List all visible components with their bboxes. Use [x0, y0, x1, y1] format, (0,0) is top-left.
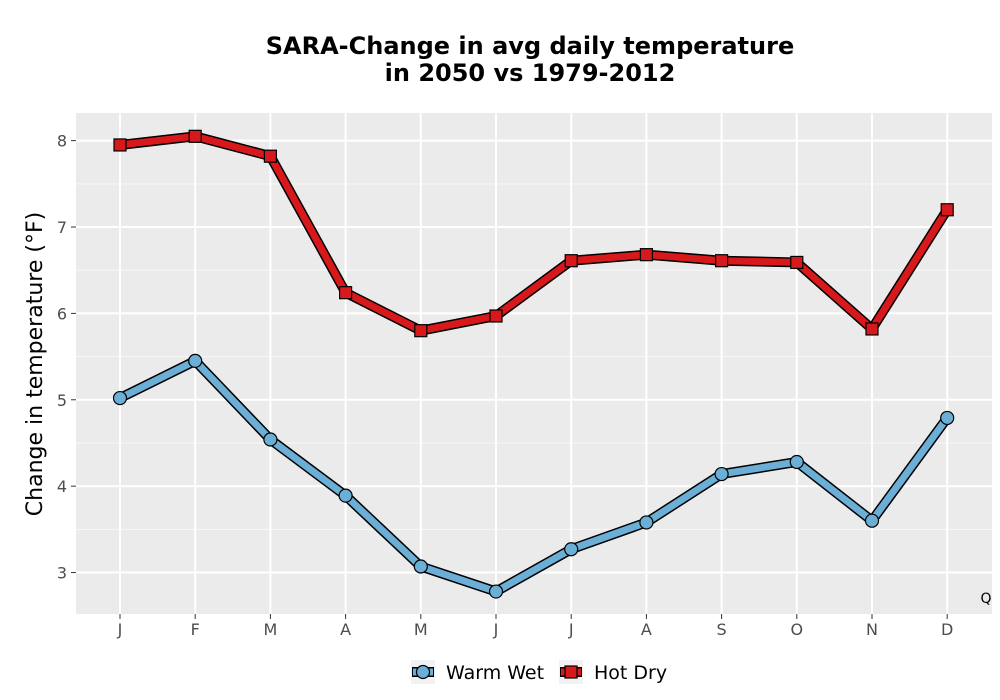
- series-hot-dry-point: [489, 309, 503, 323]
- y-axis-title: Change in temperature (°F): [23, 212, 48, 516]
- x-tick-label: D: [941, 620, 953, 639]
- x-tick-label: M: [263, 620, 277, 639]
- series-warm-wet-point: [789, 454, 804, 470]
- x-tick-label: O: [791, 620, 804, 639]
- legend-label-hot-dry: Hot Dry: [594, 662, 667, 684]
- series-hot-dry-point: [414, 324, 428, 338]
- y-tick-label: 5: [57, 391, 67, 410]
- plot-panel: [76, 113, 992, 614]
- legend-label-warm-wet: Warm Wet: [446, 662, 544, 684]
- series-hot-dry-point: [865, 322, 879, 336]
- series-hot-dry-point: [564, 254, 578, 268]
- x-tick-label: J: [117, 620, 123, 639]
- series-warm-wet-point: [112, 390, 128, 406]
- y-tick-label: 6: [57, 304, 67, 323]
- grid-minor: [76, 183, 992, 530]
- y-tick-label: 7: [57, 218, 67, 237]
- series-warm-wet-line: [116, 357, 951, 596]
- y-tick-label: 4: [57, 477, 67, 496]
- legend-key-marker-warm-wet: [415, 664, 431, 680]
- corner-note: Q: [980, 591, 991, 607]
- x-tick-label: S: [717, 620, 727, 639]
- x-tick-label: N: [866, 620, 878, 639]
- series-warm-wet-point: [488, 584, 504, 599]
- series-warm-wet-point: [413, 559, 428, 574]
- series-warm-wet-point: [864, 513, 880, 528]
- y-axis: 3 4 5 6 7 8: [57, 132, 76, 583]
- series-hot-dry-point: [113, 138, 127, 152]
- y-tick-label: 3: [57, 564, 67, 583]
- series-hot-dry-point: [714, 254, 729, 268]
- series-hot-dry-point: [188, 129, 202, 143]
- series-warm-wet-point: [188, 353, 203, 369]
- y-tick-label: 8: [57, 132, 67, 151]
- series-hot-dry-point: [940, 203, 954, 217]
- series-warm-wet-point: [263, 432, 278, 447]
- chart-title-line1: SARA-Change in avg daily temperature: [266, 32, 794, 60]
- x-tick-label: A: [641, 620, 652, 639]
- series-warm-wet-point: [564, 542, 579, 557]
- series-hot-dry-point: [790, 255, 804, 270]
- series-hot-dry-point: [639, 248, 654, 262]
- series-layer: [112, 129, 955, 599]
- chart-title-line2: in 2050 vs 1979-2012: [385, 59, 676, 87]
- legend-key-marker-hot-dry: [564, 665, 578, 679]
- x-tick-label: F: [191, 620, 200, 639]
- x-tick-label: J: [493, 620, 499, 639]
- series-warm-wet-point: [338, 488, 353, 503]
- series-hot-dry-line: [116, 132, 951, 335]
- x-tick-label: A: [340, 620, 351, 639]
- series-warm-wet-point: [940, 410, 955, 426]
- series-warm-wet-point: [639, 515, 654, 530]
- series-hot-dry-point: [339, 286, 353, 300]
- legend: Warm Wet Hot Dry: [411, 660, 667, 684]
- x-tick-label: J: [568, 620, 574, 639]
- x-tick-label: M: [414, 620, 428, 639]
- series-warm-wet-point: [714, 466, 729, 482]
- series-hot-dry-point: [263, 149, 277, 163]
